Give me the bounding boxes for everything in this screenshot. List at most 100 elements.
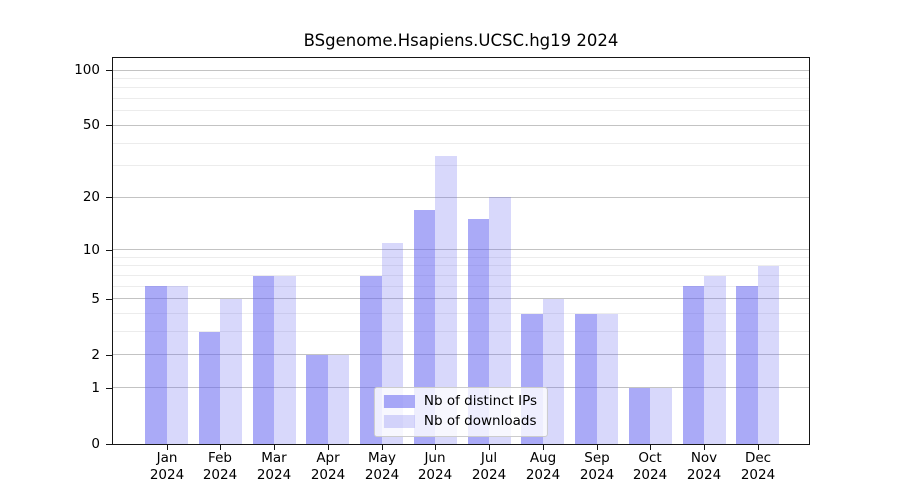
x-tick-year: 2024 bbox=[417, 467, 453, 483]
y-tick-mark bbox=[106, 197, 112, 198]
bar-distinct-ips bbox=[145, 286, 167, 444]
x-tick-label: Mar 2024 bbox=[244, 450, 304, 484]
x-tick-year: 2024 bbox=[525, 467, 561, 483]
x-tick-mark bbox=[274, 445, 275, 450]
chart-title: BSgenome.Hsapiens.UCSC.hg19 2024 bbox=[303, 31, 619, 50]
bar-distinct-ips bbox=[628, 387, 651, 444]
gridline-major bbox=[113, 354, 809, 355]
gridline-minor bbox=[113, 313, 809, 314]
bar-distinct-ips bbox=[306, 355, 328, 444]
bar-downloads bbox=[542, 298, 565, 444]
x-tick-mark bbox=[758, 445, 759, 450]
bar-downloads bbox=[327, 355, 350, 444]
bar-distinct-ips bbox=[413, 209, 436, 444]
x-tick-label: Jun 2024 bbox=[405, 450, 465, 484]
y-tick-label: 5 bbox=[91, 291, 100, 307]
bar-distinct-ips bbox=[252, 275, 275, 444]
x-tick-label: Aug 2024 bbox=[513, 450, 573, 484]
y-tick-mark bbox=[106, 299, 112, 300]
gridline-minor bbox=[113, 275, 809, 276]
bar-downloads bbox=[757, 265, 780, 444]
y-tick-label: 100 bbox=[74, 62, 100, 78]
x-tick-label: Dec 2024 bbox=[728, 450, 788, 484]
x-tick-mark bbox=[328, 445, 329, 450]
x-tick-label: Jan 2024 bbox=[137, 450, 197, 484]
x-tick-mark bbox=[435, 445, 436, 450]
gridline-minor bbox=[113, 78, 809, 79]
x-tick-year: 2024 bbox=[686, 467, 722, 483]
bar-downloads bbox=[435, 155, 457, 444]
gridline-major bbox=[113, 249, 809, 250]
x-tick-mark bbox=[650, 445, 651, 450]
x-tick-label: Apr 2024 bbox=[298, 450, 358, 484]
legend: Nb of distinct IPs Nb of downloads bbox=[373, 387, 549, 437]
y-tick-mark bbox=[106, 250, 112, 251]
bar-downloads bbox=[489, 197, 511, 444]
y-tick-mark bbox=[106, 444, 112, 445]
gridline-major bbox=[113, 125, 809, 126]
gridline-minor bbox=[113, 265, 809, 266]
legend-item-distinct-ips: Nb of distinct IPs bbox=[383, 393, 538, 410]
x-tick-mark bbox=[543, 445, 544, 450]
x-tick-mark bbox=[220, 445, 221, 450]
x-tick-year: 2024 bbox=[632, 467, 668, 483]
x-tick-year: 2024 bbox=[471, 467, 507, 483]
y-tick-label: 10 bbox=[82, 242, 100, 258]
x-tick-year: 2024 bbox=[149, 467, 185, 483]
bar-downloads bbox=[596, 313, 619, 444]
x-tick-year: 2024 bbox=[202, 467, 238, 483]
bar-downloads bbox=[166, 286, 189, 444]
gridline-minor bbox=[113, 143, 809, 144]
x-tick-year: 2024 bbox=[310, 467, 346, 483]
y-tick-label: 50 bbox=[82, 117, 100, 133]
bar-downloads bbox=[650, 387, 672, 444]
bar-downloads bbox=[274, 275, 296, 444]
gridline-major bbox=[113, 298, 809, 299]
x-tick-label: Nov 2024 bbox=[674, 450, 734, 484]
x-tick-mark bbox=[597, 445, 598, 450]
gridline-minor bbox=[113, 257, 809, 258]
bar-distinct-ips bbox=[198, 331, 221, 444]
x-tick-mark bbox=[704, 445, 705, 450]
x-tick-mark bbox=[382, 445, 383, 450]
bar-downloads bbox=[220, 298, 242, 444]
gridline-major bbox=[113, 70, 809, 71]
plot-area: Nb of distinct IPs Nb of downloads bbox=[112, 57, 810, 445]
x-tick-label: Jul 2024 bbox=[459, 450, 519, 484]
legend-swatch-downloads bbox=[383, 415, 415, 428]
x-tick-year: 2024 bbox=[579, 467, 615, 483]
gridline-minor bbox=[113, 331, 809, 332]
gridline-minor bbox=[113, 110, 809, 111]
gridline-minor bbox=[113, 286, 809, 287]
y-tick-mark bbox=[106, 355, 112, 356]
x-tick-mark bbox=[489, 445, 490, 450]
x-tick-label: Feb 2024 bbox=[190, 450, 250, 484]
x-tick-year: 2024 bbox=[256, 467, 292, 483]
y-tick-mark bbox=[106, 70, 112, 71]
bar-distinct-ips bbox=[575, 313, 597, 444]
legend-label-downloads: Nb of downloads bbox=[423, 413, 537, 429]
y-tick-label: 2 bbox=[91, 347, 100, 363]
bar-distinct-ips bbox=[682, 286, 704, 444]
legend-swatch-distinct-ips bbox=[383, 395, 415, 408]
gridline-minor bbox=[113, 98, 809, 99]
y-tick-mark bbox=[106, 125, 112, 126]
legend-label-distinct-ips: Nb of distinct IPs bbox=[423, 393, 538, 409]
x-tick-mark bbox=[167, 445, 168, 450]
gridline-minor bbox=[113, 165, 809, 166]
y-tick-label: 1 bbox=[91, 380, 100, 396]
legend-item-downloads: Nb of downloads bbox=[383, 413, 537, 430]
x-tick-year: 2024 bbox=[364, 467, 400, 483]
y-tick-label: 20 bbox=[82, 189, 100, 205]
x-tick-label: Sep 2024 bbox=[567, 450, 627, 484]
x-tick-label: May 2024 bbox=[352, 450, 412, 484]
y-tick-mark bbox=[106, 388, 112, 389]
gridline-major bbox=[113, 197, 809, 198]
x-tick-label: Oct 2024 bbox=[620, 450, 680, 484]
bar-downloads bbox=[704, 275, 726, 444]
y-tick-label: 0 bbox=[91, 436, 100, 452]
gridline-minor bbox=[113, 87, 809, 88]
x-tick-year: 2024 bbox=[740, 467, 776, 483]
bar-distinct-ips bbox=[736, 286, 758, 444]
